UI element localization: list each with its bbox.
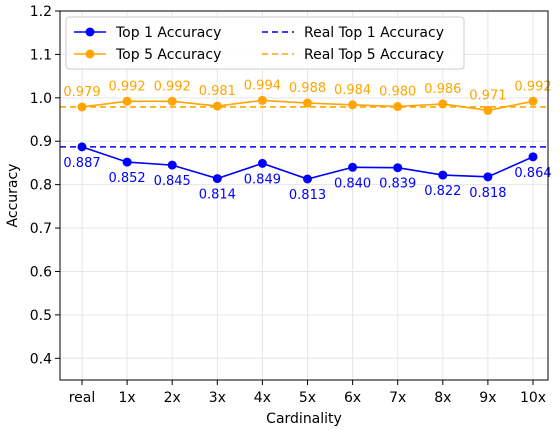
x-tick-label: 3x [209, 390, 226, 406]
y-tick-label: 1.0 [30, 91, 52, 107]
data-label: 0.984 [334, 83, 371, 98]
data-point [393, 163, 403, 173]
y-tick-label: 1.2 [30, 4, 52, 20]
plot-frame [59, 10, 549, 381]
y-axis-label: Accuracy [5, 164, 21, 228]
x-tick-label: 1x [118, 390, 135, 406]
data-label: 0.988 [289, 81, 326, 96]
data-label: 0.849 [244, 172, 281, 187]
data-point [167, 160, 177, 170]
data-point [483, 172, 493, 182]
data-label: 0.864 [514, 166, 551, 181]
y-tick-label: 0.7 [30, 221, 52, 237]
data-point [77, 102, 87, 112]
data-point [122, 157, 132, 167]
y-axis: 0.4 0.5 0.6 0.7 0.8 0.9 1.0 1.1 1.2 [30, 4, 60, 367]
data-point [257, 158, 267, 168]
data-point [438, 170, 448, 180]
legend-label: Top 5 Accuracy [115, 47, 221, 63]
data-label: 0.852 [108, 171, 145, 186]
x-tick-label: 10x [520, 390, 546, 406]
y-tick-label: 0.5 [30, 308, 52, 324]
data-label: 0.840 [334, 176, 371, 191]
data-point [212, 101, 222, 111]
grid [60, 10, 548, 380]
y-tick-label: 0.6 [30, 264, 52, 280]
data-label: 0.981 [199, 84, 236, 99]
data-label: 0.845 [154, 174, 191, 189]
data-point [303, 98, 312, 108]
x-tick-label: 5x [299, 390, 316, 406]
data-label: 0.980 [379, 85, 416, 100]
data-point [483, 105, 493, 115]
data-point [528, 96, 538, 106]
data-point [122, 96, 132, 106]
x-axis: real 1x 2x 3x 4x 5x 6x 7x 8x 9x 10x [69, 380, 546, 406]
legend-label: Real Top 5 Accuracy [304, 47, 444, 63]
data-label: 0.839 [379, 177, 416, 192]
x-tick-label: real [69, 390, 96, 406]
x-tick-label: 9x [479, 390, 496, 406]
data-label: 0.979 [63, 85, 100, 100]
legend-label: Real Top 1 Accuracy [304, 25, 444, 41]
y-tick-label: 0.4 [30, 351, 52, 367]
legend-swatch-marker [85, 49, 95, 59]
data-label: 0.814 [199, 188, 236, 203]
data-point [77, 142, 87, 152]
y-tick-label: 0.9 [30, 134, 52, 150]
data-label: 0.822 [424, 184, 461, 199]
legend-swatch-marker [85, 27, 95, 37]
legend: Top 1 Accuracy Top 5 Accuracy Real Top 1 A… [65, 16, 465, 70]
data-point [348, 162, 358, 172]
plot-area: 0.887 0.852 0.845 0.814 0.849 0.813 0.840 0.839… [60, 78, 552, 203]
legend-box [65, 16, 465, 70]
data-label: 0.992 [154, 79, 191, 94]
x-tick-label: 7x [389, 390, 406, 406]
data-label: 0.813 [289, 188, 326, 203]
x-tick-label: 4x [254, 390, 271, 406]
data-label: 0.818 [469, 186, 506, 201]
x-tick-label: 8x [434, 390, 451, 406]
data-point [212, 174, 222, 184]
data-label: 0.992 [108, 79, 145, 94]
data-point [348, 100, 358, 110]
data-point [438, 99, 448, 109]
data-point [303, 174, 312, 184]
x-axis-label: Cardinality [266, 411, 342, 427]
data-label: 0.994 [244, 78, 281, 93]
y-tick-label: 1.1 [30, 47, 52, 63]
legend-label: Top 1 Accuracy [115, 25, 221, 41]
x-tick-label: 2x [164, 390, 181, 406]
x-tick-label: 6x [344, 390, 361, 406]
data-point [528, 152, 538, 162]
y-tick-label: 0.8 [30, 178, 52, 194]
data-point [167, 96, 177, 106]
data-label: 0.887 [63, 156, 100, 171]
data-point [257, 95, 267, 105]
data-point [393, 102, 403, 112]
data-label: 0.992 [514, 79, 551, 94]
data-label: 0.986 [424, 82, 461, 97]
data-label: 0.971 [469, 88, 506, 103]
